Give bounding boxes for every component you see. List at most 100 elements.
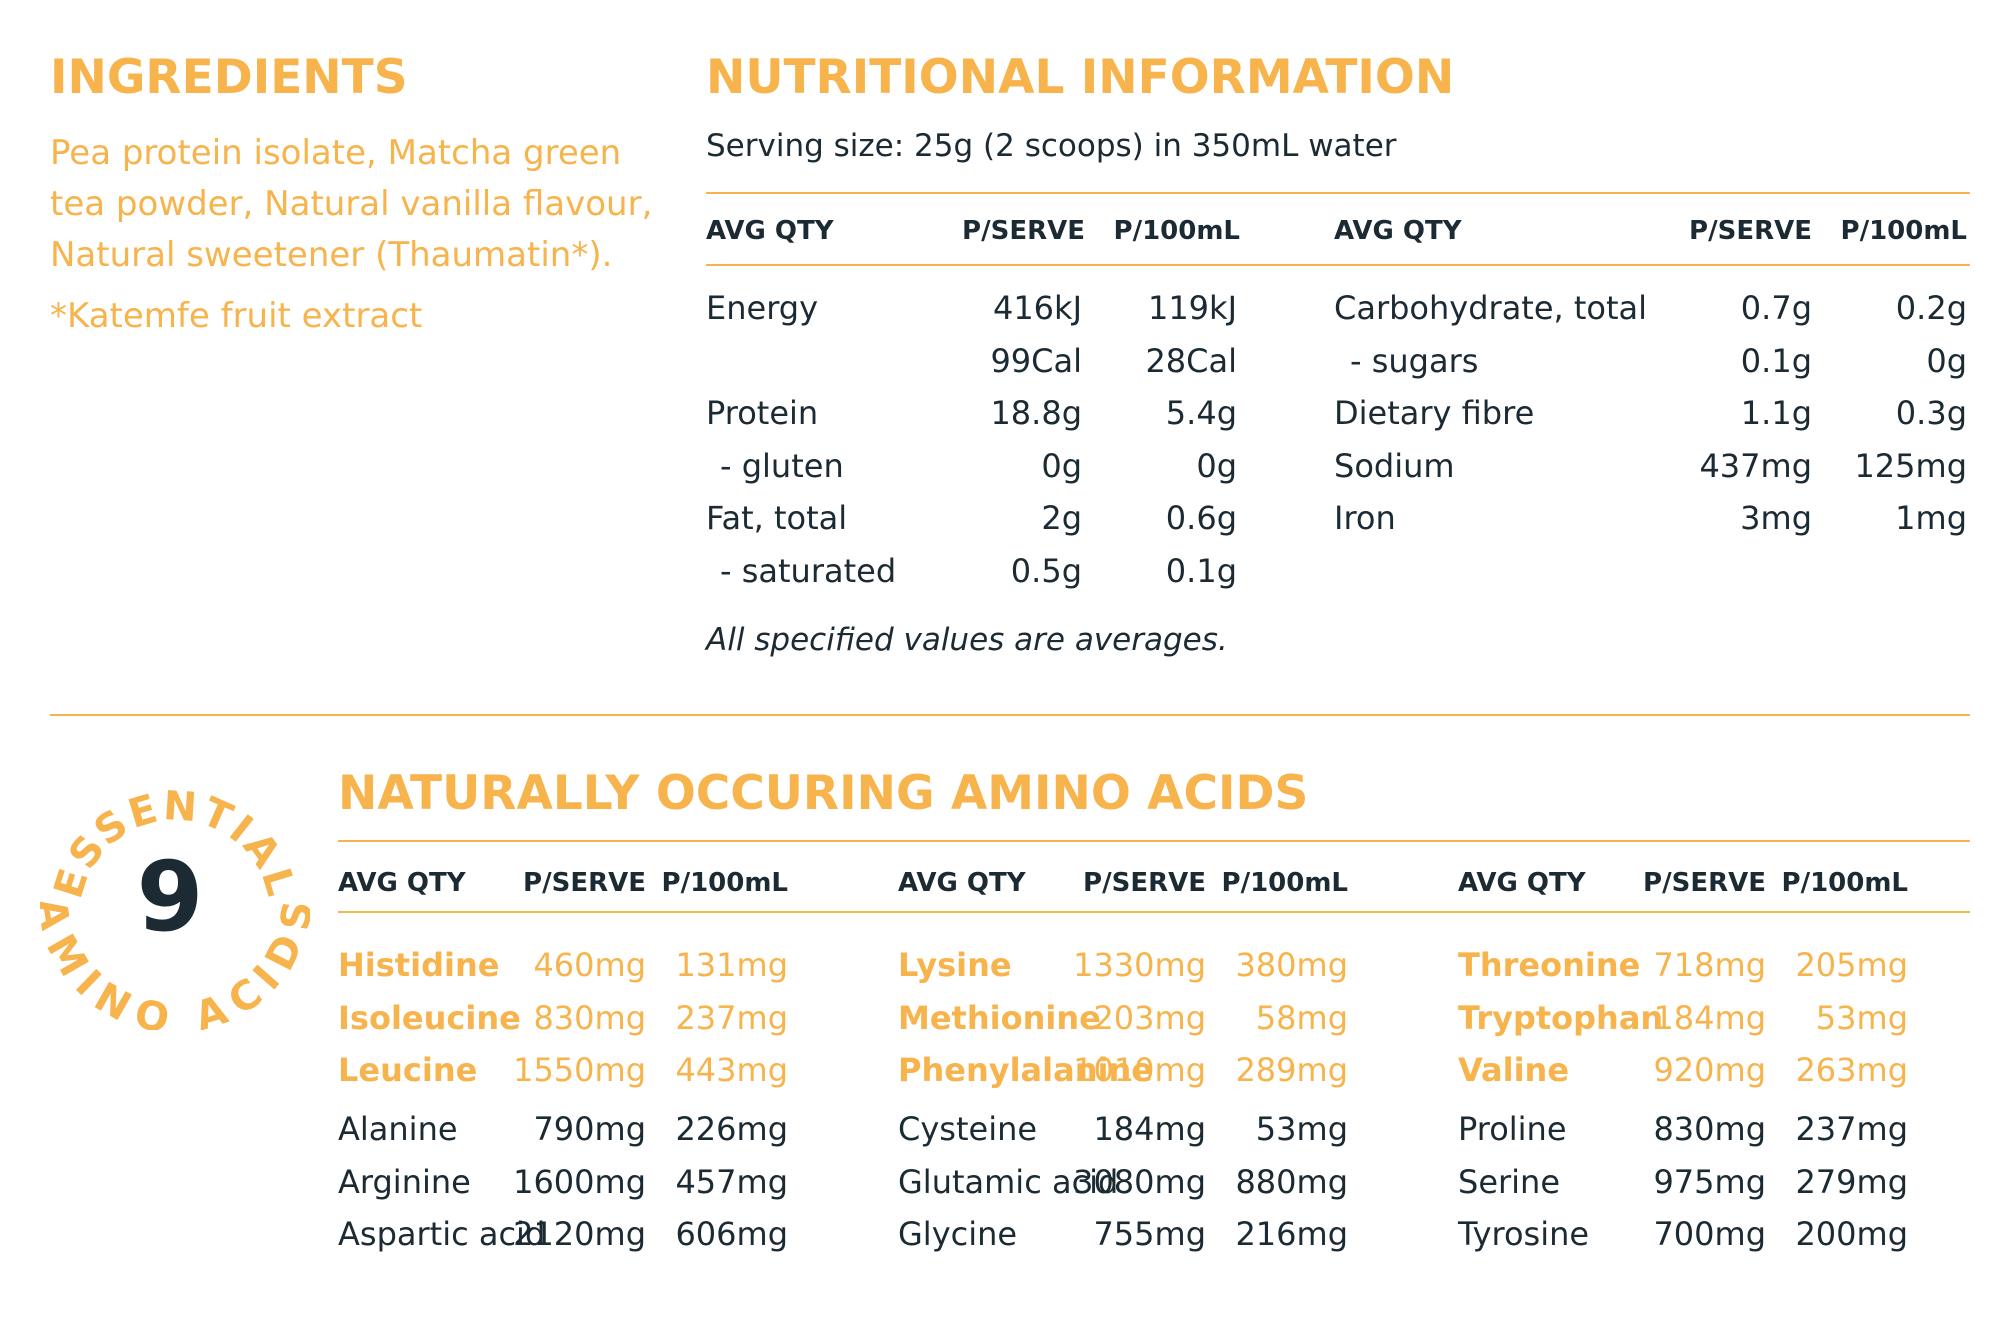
amino-name: Serine — [1458, 1162, 1561, 1201]
nutrient-per-serve: 3mg — [1740, 499, 1812, 537]
essential-amino-badge: ESSENTIAL AMINO ACIDS 9 — [40, 783, 310, 1030]
nutrient-name: - saturated — [720, 551, 897, 590]
amino-per-100ml: 606mg — [675, 1215, 788, 1253]
amino-name: Aspartic acid — [338, 1215, 546, 1253]
amino-per-100ml: 53mg — [1255, 1110, 1348, 1148]
nutrient-name: Fat, total — [706, 499, 848, 537]
essential-amino-name: Leucine — [338, 1051, 478, 1089]
amino-per-100ml: 226mg — [675, 1110, 788, 1148]
nutrition-header-serve-right: P/SERVE — [1689, 216, 1812, 246]
essential-amino-per-100ml: 380mg — [1235, 946, 1348, 984]
nutrition-header-per100-right: P/100mL — [1840, 216, 1967, 246]
nutrient-name: Protein — [706, 394, 819, 432]
essential-amino-per-100ml: 131mg — [675, 946, 788, 984]
nutrition-footnote: All specified values are averages. — [706, 622, 1228, 658]
nutrition-header-per100-left: P/100mL — [1113, 216, 1240, 246]
amino-per-serve: 790mg — [533, 1110, 646, 1148]
essential-amino-name: Histidine — [338, 946, 500, 984]
amino-name: Arginine — [338, 1162, 471, 1201]
nutrition-header-qty-right: AVG QTY — [1334, 216, 1462, 246]
nutrient-per-serve: 1.1g — [1740, 394, 1812, 432]
essential-amino-per-serve: 203mg — [1093, 998, 1206, 1037]
amino-per-100ml: 880mg — [1235, 1162, 1348, 1201]
essential-amino-per-serve: 830mg — [533, 998, 646, 1037]
amino-per-100ml: 216mg — [1235, 1215, 1348, 1253]
amino-per-serve: 1600mg — [513, 1162, 646, 1201]
amino-name: Glutamic acid — [898, 1162, 1119, 1201]
badge-number: 9 — [137, 841, 204, 953]
amino-top-rule — [338, 840, 1970, 842]
essential-amino-name: Lysine — [898, 946, 1012, 984]
nutrient-name: Energy — [706, 289, 819, 327]
nutrient-per-100ml: 119kJ — [1147, 289, 1237, 327]
essential-amino-per-serve: 184mg — [1653, 998, 1766, 1037]
nutrition-top-rule — [706, 192, 1970, 194]
nutrition-header-serve-left: P/SERVE — [962, 216, 1085, 246]
nutrient-name: Carbohydrate, total — [1334, 289, 1648, 327]
amino-header-serve: P/SERVE — [523, 868, 646, 898]
amino-per-100ml: 279mg — [1795, 1162, 1908, 1201]
amino-per-serve: 700mg — [1653, 1215, 1766, 1253]
nutrient-name: Dietary fibre — [1334, 394, 1535, 432]
nutrient-per-serve: 0g — [1041, 446, 1082, 485]
essential-amino-name: Methionine — [898, 998, 1101, 1037]
section-divider — [50, 714, 1970, 716]
essential-amino-per-serve: 1330mg — [1073, 946, 1206, 984]
ingredients-title: INGREDIENTS — [50, 50, 408, 105]
essential-amino-per-100ml: 237mg — [675, 998, 788, 1037]
nutrient-per-serve: 437mg — [1699, 446, 1812, 485]
amino-per-serve: 830mg — [1653, 1110, 1766, 1148]
nutrient-per-100ml: 0g — [1196, 446, 1237, 485]
nutrient-per-100ml: 0.6g — [1165, 499, 1237, 537]
nutrient-per-serve: 99Cal — [990, 341, 1082, 380]
essential-amino-name: Threonine — [1458, 946, 1641, 984]
amino-header-rule — [338, 911, 1970, 913]
amino-per-serve: 3080mg — [1073, 1162, 1206, 1201]
essential-amino-name: Valine — [1458, 1051, 1570, 1089]
amino-per-100ml: 200mg — [1795, 1215, 1908, 1253]
amino-per-serve: 184mg — [1093, 1110, 1206, 1148]
nutrient-per-100ml: 28Cal — [1145, 341, 1237, 380]
serving-size: Serving size: 25g (2 scoops) in 350mL wa… — [706, 128, 1397, 164]
nutrient-per-serve: 2g — [1041, 499, 1082, 537]
nutrient-per-100ml: 0g — [1926, 341, 1967, 380]
ingredients-note: *Katemfe fruit extract — [50, 296, 423, 336]
nutrient-per-serve: 416kJ — [992, 289, 1082, 327]
nutrition-header-qty-left: AVG QTY — [706, 216, 834, 246]
amino-header-qty: AVG QTY — [898, 868, 1026, 898]
amino-header-serve: P/SERVE — [1643, 868, 1766, 898]
nutrition-header-rule — [706, 264, 1970, 266]
essential-amino-per-100ml: 53mg — [1815, 998, 1908, 1037]
amino-header-qty: AVG QTY — [1458, 868, 1586, 898]
nutrient-name: Sodium — [1334, 446, 1455, 485]
amino-per-serve: 2120mg — [513, 1215, 646, 1253]
essential-amino-per-serve: 718mg — [1653, 946, 1766, 984]
essential-amino-name: Phenylalanine — [898, 1051, 1153, 1089]
nutrient-per-100ml: 0.1g — [1165, 551, 1237, 590]
amino-title: NATURALLY OCCURING AMINO ACIDS — [338, 766, 1309, 821]
nutrient-name: - gluten — [720, 446, 844, 485]
essential-amino-per-100ml: 443mg — [675, 1051, 788, 1089]
essential-amino-per-100ml: 58mg — [1255, 998, 1348, 1037]
amino-header-per100: P/100mL — [661, 868, 788, 898]
amino-name: Proline — [1458, 1110, 1567, 1148]
amino-name: Cysteine — [898, 1110, 1038, 1148]
essential-amino-per-serve: 460mg — [533, 946, 646, 984]
amino-per-serve: 755mg — [1093, 1215, 1206, 1253]
essential-amino-name: Isoleucine — [338, 998, 521, 1037]
nutrient-per-serve: 0.5g — [1010, 551, 1082, 590]
nutrient-per-serve: 0.1g — [1740, 341, 1812, 380]
amino-name: Tyrosine — [1458, 1215, 1590, 1253]
nutrient-per-100ml: 0.2g — [1895, 289, 1967, 327]
ingredients-text: Pea protein isolate, Matcha green tea po… — [50, 133, 653, 275]
essential-amino-per-100ml: 289mg — [1235, 1051, 1348, 1089]
amino-header-per100: P/100mL — [1781, 868, 1908, 898]
essential-amino-per-serve: 1010mg — [1073, 1051, 1206, 1089]
amino-name: Alanine — [338, 1110, 458, 1148]
nutrient-per-serve: 0.7g — [1740, 289, 1812, 327]
amino-per-100ml: 237mg — [1795, 1110, 1908, 1148]
nutrient-name: Iron — [1334, 499, 1396, 537]
essential-amino-per-100ml: 205mg — [1795, 946, 1908, 984]
nutrition-title: NUTRITIONAL INFORMATION — [706, 50, 1455, 105]
amino-name: Glycine — [898, 1215, 1018, 1253]
